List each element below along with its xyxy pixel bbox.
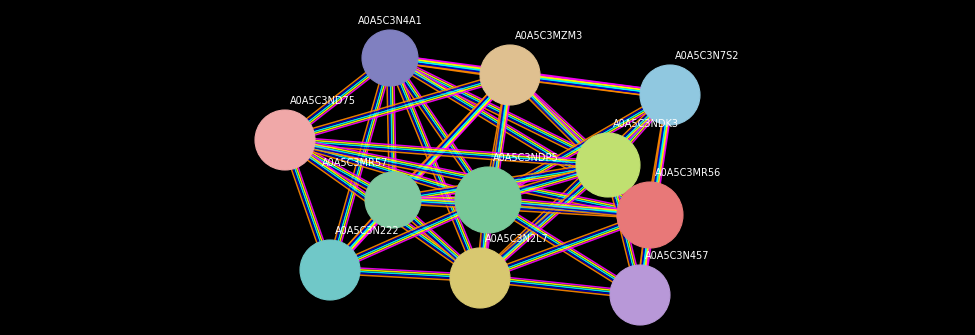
Text: A0A5C3N2L7: A0A5C3N2L7 [485,234,549,244]
Text: A0A5C3MZM3: A0A5C3MZM3 [515,31,583,41]
Circle shape [255,110,315,170]
Text: A0A5C3N7S2: A0A5C3N7S2 [675,51,739,61]
Text: A0A5C3MR57: A0A5C3MR57 [322,158,388,168]
Circle shape [362,30,418,86]
Text: A0A5C3N4A1: A0A5C3N4A1 [358,16,422,26]
Circle shape [617,182,683,248]
Circle shape [640,65,700,125]
Text: A0A5C3N222: A0A5C3N222 [335,226,400,236]
Circle shape [365,172,421,228]
Circle shape [450,248,510,308]
Circle shape [300,240,360,300]
Text: A0A5C3NDP5: A0A5C3NDP5 [493,153,559,163]
Text: A0A5C3MR56: A0A5C3MR56 [655,168,722,178]
Circle shape [480,45,540,105]
Circle shape [610,265,670,325]
Text: A0A5C3NDK3: A0A5C3NDK3 [613,119,679,129]
Text: A0A5C3ND75: A0A5C3ND75 [290,96,356,106]
Text: A0A5C3N457: A0A5C3N457 [645,251,710,261]
Circle shape [455,167,521,233]
Circle shape [576,133,640,197]
